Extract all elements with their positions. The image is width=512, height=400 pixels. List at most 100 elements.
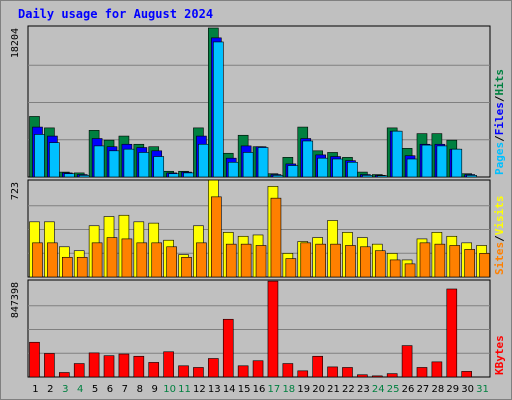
bar-kbytes-day-17: [267, 280, 279, 378]
bar-pages-day-15: [242, 152, 254, 178]
x-tick-label-26: 26: [402, 384, 415, 395]
x-tick-label-19: 19: [297, 384, 310, 395]
bar-kbytes-day-26: [401, 345, 413, 378]
x-tick-label-3: 3: [62, 384, 68, 395]
x-tick-label-29: 29: [446, 384, 459, 395]
bar-pages-day-28: [436, 145, 448, 178]
bar-kbytes-day-3: [59, 372, 70, 378]
bar-sites-day-14: [225, 243, 237, 278]
bar-pages-day-21: [332, 158, 343, 178]
x-tick-label-24: 24: [372, 384, 385, 395]
bar-sites-day-24: [374, 250, 386, 278]
x-tick-label-11: 11: [178, 384, 191, 395]
series-label: Pages/Files/Hits: [493, 69, 506, 175]
x-tick-label-8: 8: [137, 384, 143, 395]
bar-kbytes-day-24: [371, 375, 383, 378]
bar-pages-day-3: [64, 173, 75, 178]
bar-pages-day-4: [78, 175, 90, 178]
bar-sites-day-27: [419, 242, 431, 278]
bar-sites-day-22: [345, 245, 356, 278]
bar-kbytes-day-19: [297, 370, 309, 378]
x-tick-label-22: 22: [342, 384, 355, 395]
bar-pages-day-19: [302, 140, 314, 178]
bar-pages-day-11: [183, 172, 194, 178]
bar-sites-day-25: [389, 259, 401, 278]
series-label-part: Sites: [493, 242, 506, 275]
series-label-part: KBytes: [493, 335, 506, 375]
bar-sites-day-23: [360, 246, 371, 278]
bar-kbytes-day-11: [178, 365, 189, 378]
bar-kbytes-day-29: [446, 288, 458, 378]
x-tick-label-1: 1: [32, 384, 38, 395]
bar-pages-day-16: [257, 147, 269, 178]
bar-pages-day-23: [362, 175, 373, 178]
x-tick-label-17: 17: [268, 384, 281, 395]
bar-sites-day-26: [404, 263, 416, 278]
x-tick-label-30: 30: [461, 384, 474, 395]
y-max-label: 723: [10, 182, 21, 200]
series-label-part: Hits: [493, 69, 506, 96]
bar-pages-day-26: [406, 158, 418, 178]
series-label: Sites/Visits: [493, 196, 506, 276]
bar-pages-day-1: [34, 134, 45, 178]
bar-sites-day-5: [91, 242, 103, 278]
bar-kbytes-day-14: [222, 318, 234, 378]
x-tick-label-14: 14: [223, 384, 236, 395]
bar-pages-day-22: [347, 161, 358, 178]
bar-sites-day-1: [32, 242, 43, 278]
bar-kbytes-day-16: [252, 360, 264, 378]
bar-pages-day-5: [93, 145, 105, 178]
bar-kbytes-day-21: [327, 366, 338, 378]
bar-sites-day-8: [136, 242, 148, 278]
panel-hits-files-pages: 18204 Pages/Files/Hits: [10, 25, 506, 178]
series-label-part: /: [493, 235, 506, 242]
bar-sites-day-31: [479, 253, 490, 278]
bar-sites-day-19: [300, 242, 312, 278]
bar-pages-day-8: [138, 152, 150, 178]
series-label-part: /: [493, 135, 506, 142]
bar-sites-day-18: [285, 258, 297, 278]
x-tick-label-25: 25: [387, 384, 400, 395]
bar-pages-day-10: [168, 173, 179, 178]
bar-kbytes-day-1: [29, 341, 40, 378]
series-label-part: Visits: [493, 196, 506, 236]
x-tick-label-5: 5: [92, 384, 98, 395]
bar-sites-day-6: [106, 237, 118, 278]
bar-pages-day-24: [376, 175, 388, 178]
series-label-part: /: [493, 95, 506, 102]
bar-pages-day-27: [421, 144, 433, 178]
x-tick-label-4: 4: [77, 384, 83, 395]
y-max-label: 18204: [10, 28, 21, 58]
bar-sites-day-10: [166, 246, 177, 278]
bar-pages-day-17: [272, 175, 284, 178]
x-tick-label-27: 27: [417, 384, 430, 395]
bar-pages-day-2: [49, 142, 60, 178]
x-tick-label-13: 13: [208, 384, 221, 395]
bar-pages-day-25: [391, 130, 403, 178]
bar-kbytes-day-20: [312, 355, 323, 378]
bar-pages-day-14: [227, 161, 239, 178]
bar-kbytes-day-28: [431, 361, 443, 378]
bar-sites-day-12: [196, 242, 207, 278]
x-tick-label-15: 15: [238, 384, 251, 395]
bar-kbytes-day-5: [88, 352, 100, 378]
bar-pages-day-6: [108, 150, 120, 178]
x-tick-label-16: 16: [253, 384, 266, 395]
series-label: KBytes: [493, 335, 506, 375]
bar-kbytes-day-4: [73, 363, 85, 378]
x-tick-label-12: 12: [193, 384, 206, 395]
x-tick-label-28: 28: [431, 384, 444, 395]
bar-sites-day-3: [62, 256, 73, 278]
bar-sites-day-2: [47, 242, 58, 278]
x-tick-label-2: 2: [47, 384, 53, 395]
x-tick-label-31: 31: [476, 384, 489, 395]
bar-pages-day-13: [213, 41, 224, 178]
bar-pages-day-18: [287, 165, 299, 178]
bar-kbytes-day-10: [163, 351, 174, 378]
x-tick-label-6: 6: [107, 384, 113, 395]
x-tick-label-10: 10: [163, 384, 176, 395]
bar-kbytes-day-30: [461, 371, 472, 378]
bar-kbytes-day-23: [357, 374, 368, 378]
bar-sites-day-4: [76, 256, 88, 278]
